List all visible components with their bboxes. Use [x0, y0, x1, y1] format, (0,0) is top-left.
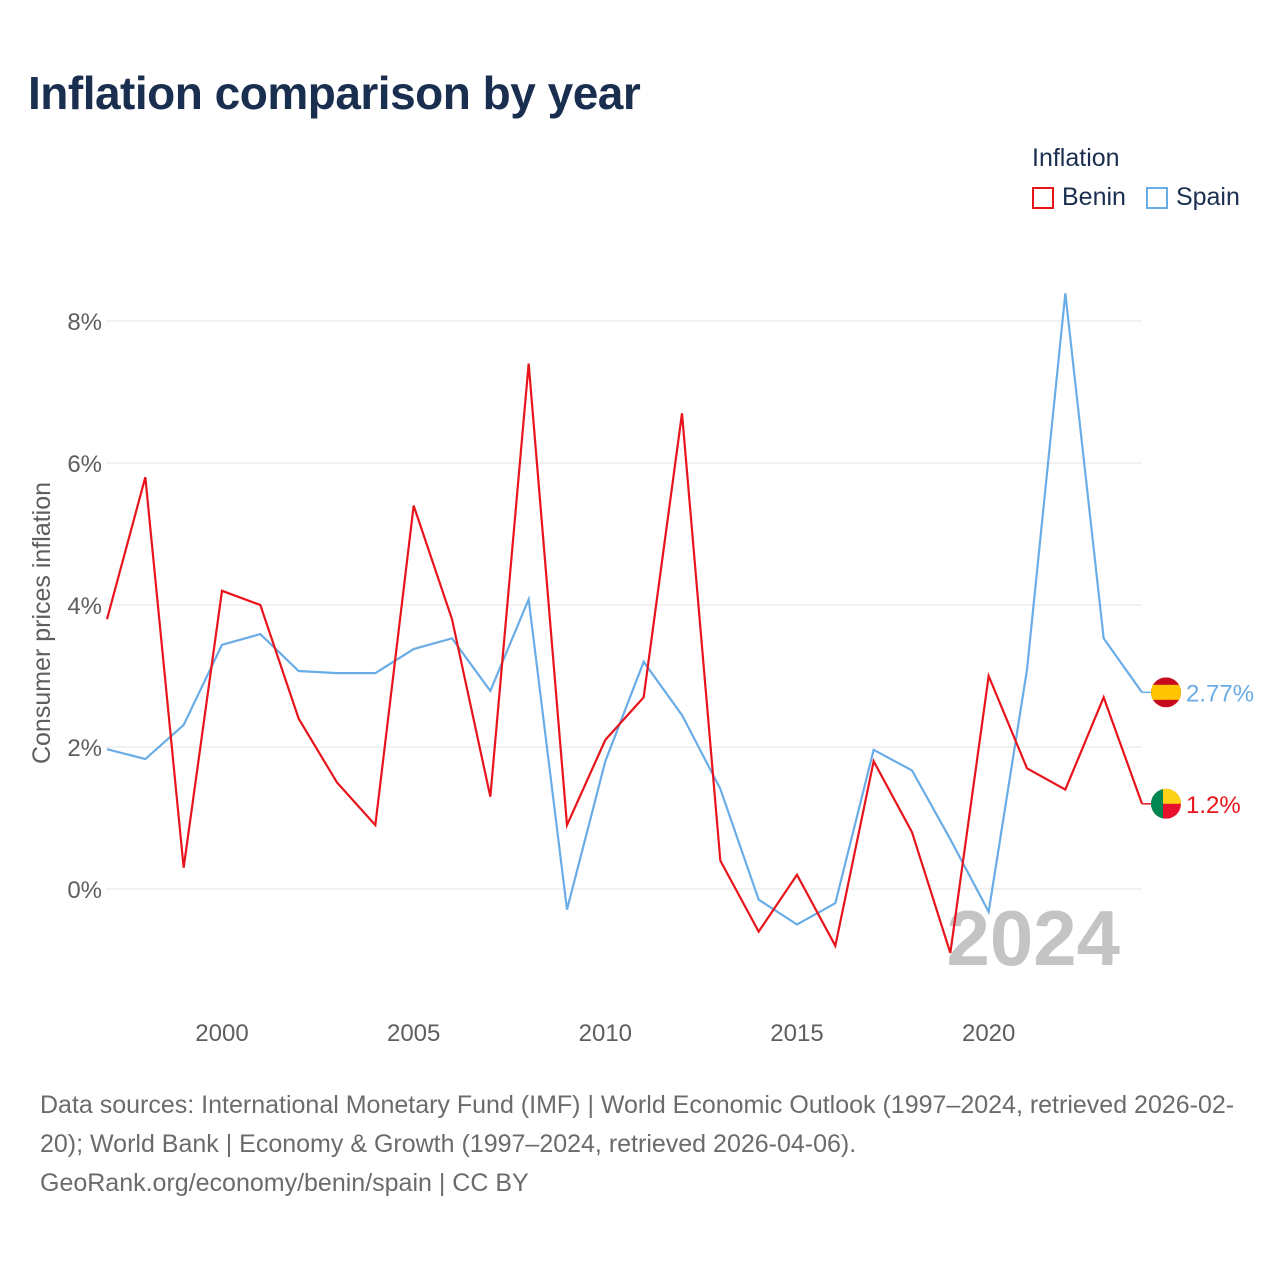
x-tick-label-2005: 2005 [387, 1020, 440, 1047]
legend-label-spain: Spain [1175, 183, 1240, 211]
x-tick-label-2000: 2000 [195, 1020, 248, 1047]
legend-item-benin[interactable]: Benin [1032, 183, 1126, 212]
series-line-benin [105, 363, 1144, 954]
legend-item-spain[interactable]: Spain [1145, 183, 1240, 212]
legend-swatch-benin [1032, 186, 1054, 209]
y-tick-label-6: 6% [67, 451, 102, 478]
end-label-benin: 1.2% [1186, 792, 1241, 819]
flag-benin-icon [1151, 788, 1181, 819]
data-sources: Data sources: International Monetary Fun… [40, 1091, 1235, 1158]
y-axis-label: Consumer prices inflation [28, 482, 56, 764]
x-tick-label-2015: 2015 [770, 1020, 823, 1047]
end-label-spain: 2.77% [1186, 680, 1254, 707]
legend: Inflation Benin Spain [1032, 144, 1240, 212]
footer: Data sources: International Monetary Fun… [40, 1086, 1250, 1203]
attribution: GeoRank.org/economy/benin/spain | CC BY [40, 1169, 529, 1197]
legend-title: Inflation [1032, 144, 1120, 172]
x-tick-label-2020: 2020 [962, 1020, 1015, 1047]
y-tick-label-0: 0% [67, 877, 102, 904]
y-tick-label-8: 8% [67, 309, 102, 336]
flag-spain-icon [1151, 677, 1181, 708]
legend-swatch-spain [1145, 186, 1168, 209]
line-chart: 0% 2% 4% 6% 8% 2000 2005 2010 2015 2020 Consumer p… [28, 293, 1254, 1047]
chart-title: Inflation comparison by year [28, 67, 641, 119]
series-line-spain [106, 293, 1143, 926]
x-tick-label-2010: 2010 [579, 1020, 632, 1047]
y-tick-label-2: 2% [67, 735, 102, 762]
legend-label-benin: Benin [1062, 183, 1126, 211]
year-watermark: 2024 [946, 894, 1120, 982]
y-tick-label-4: 4% [67, 593, 102, 620]
